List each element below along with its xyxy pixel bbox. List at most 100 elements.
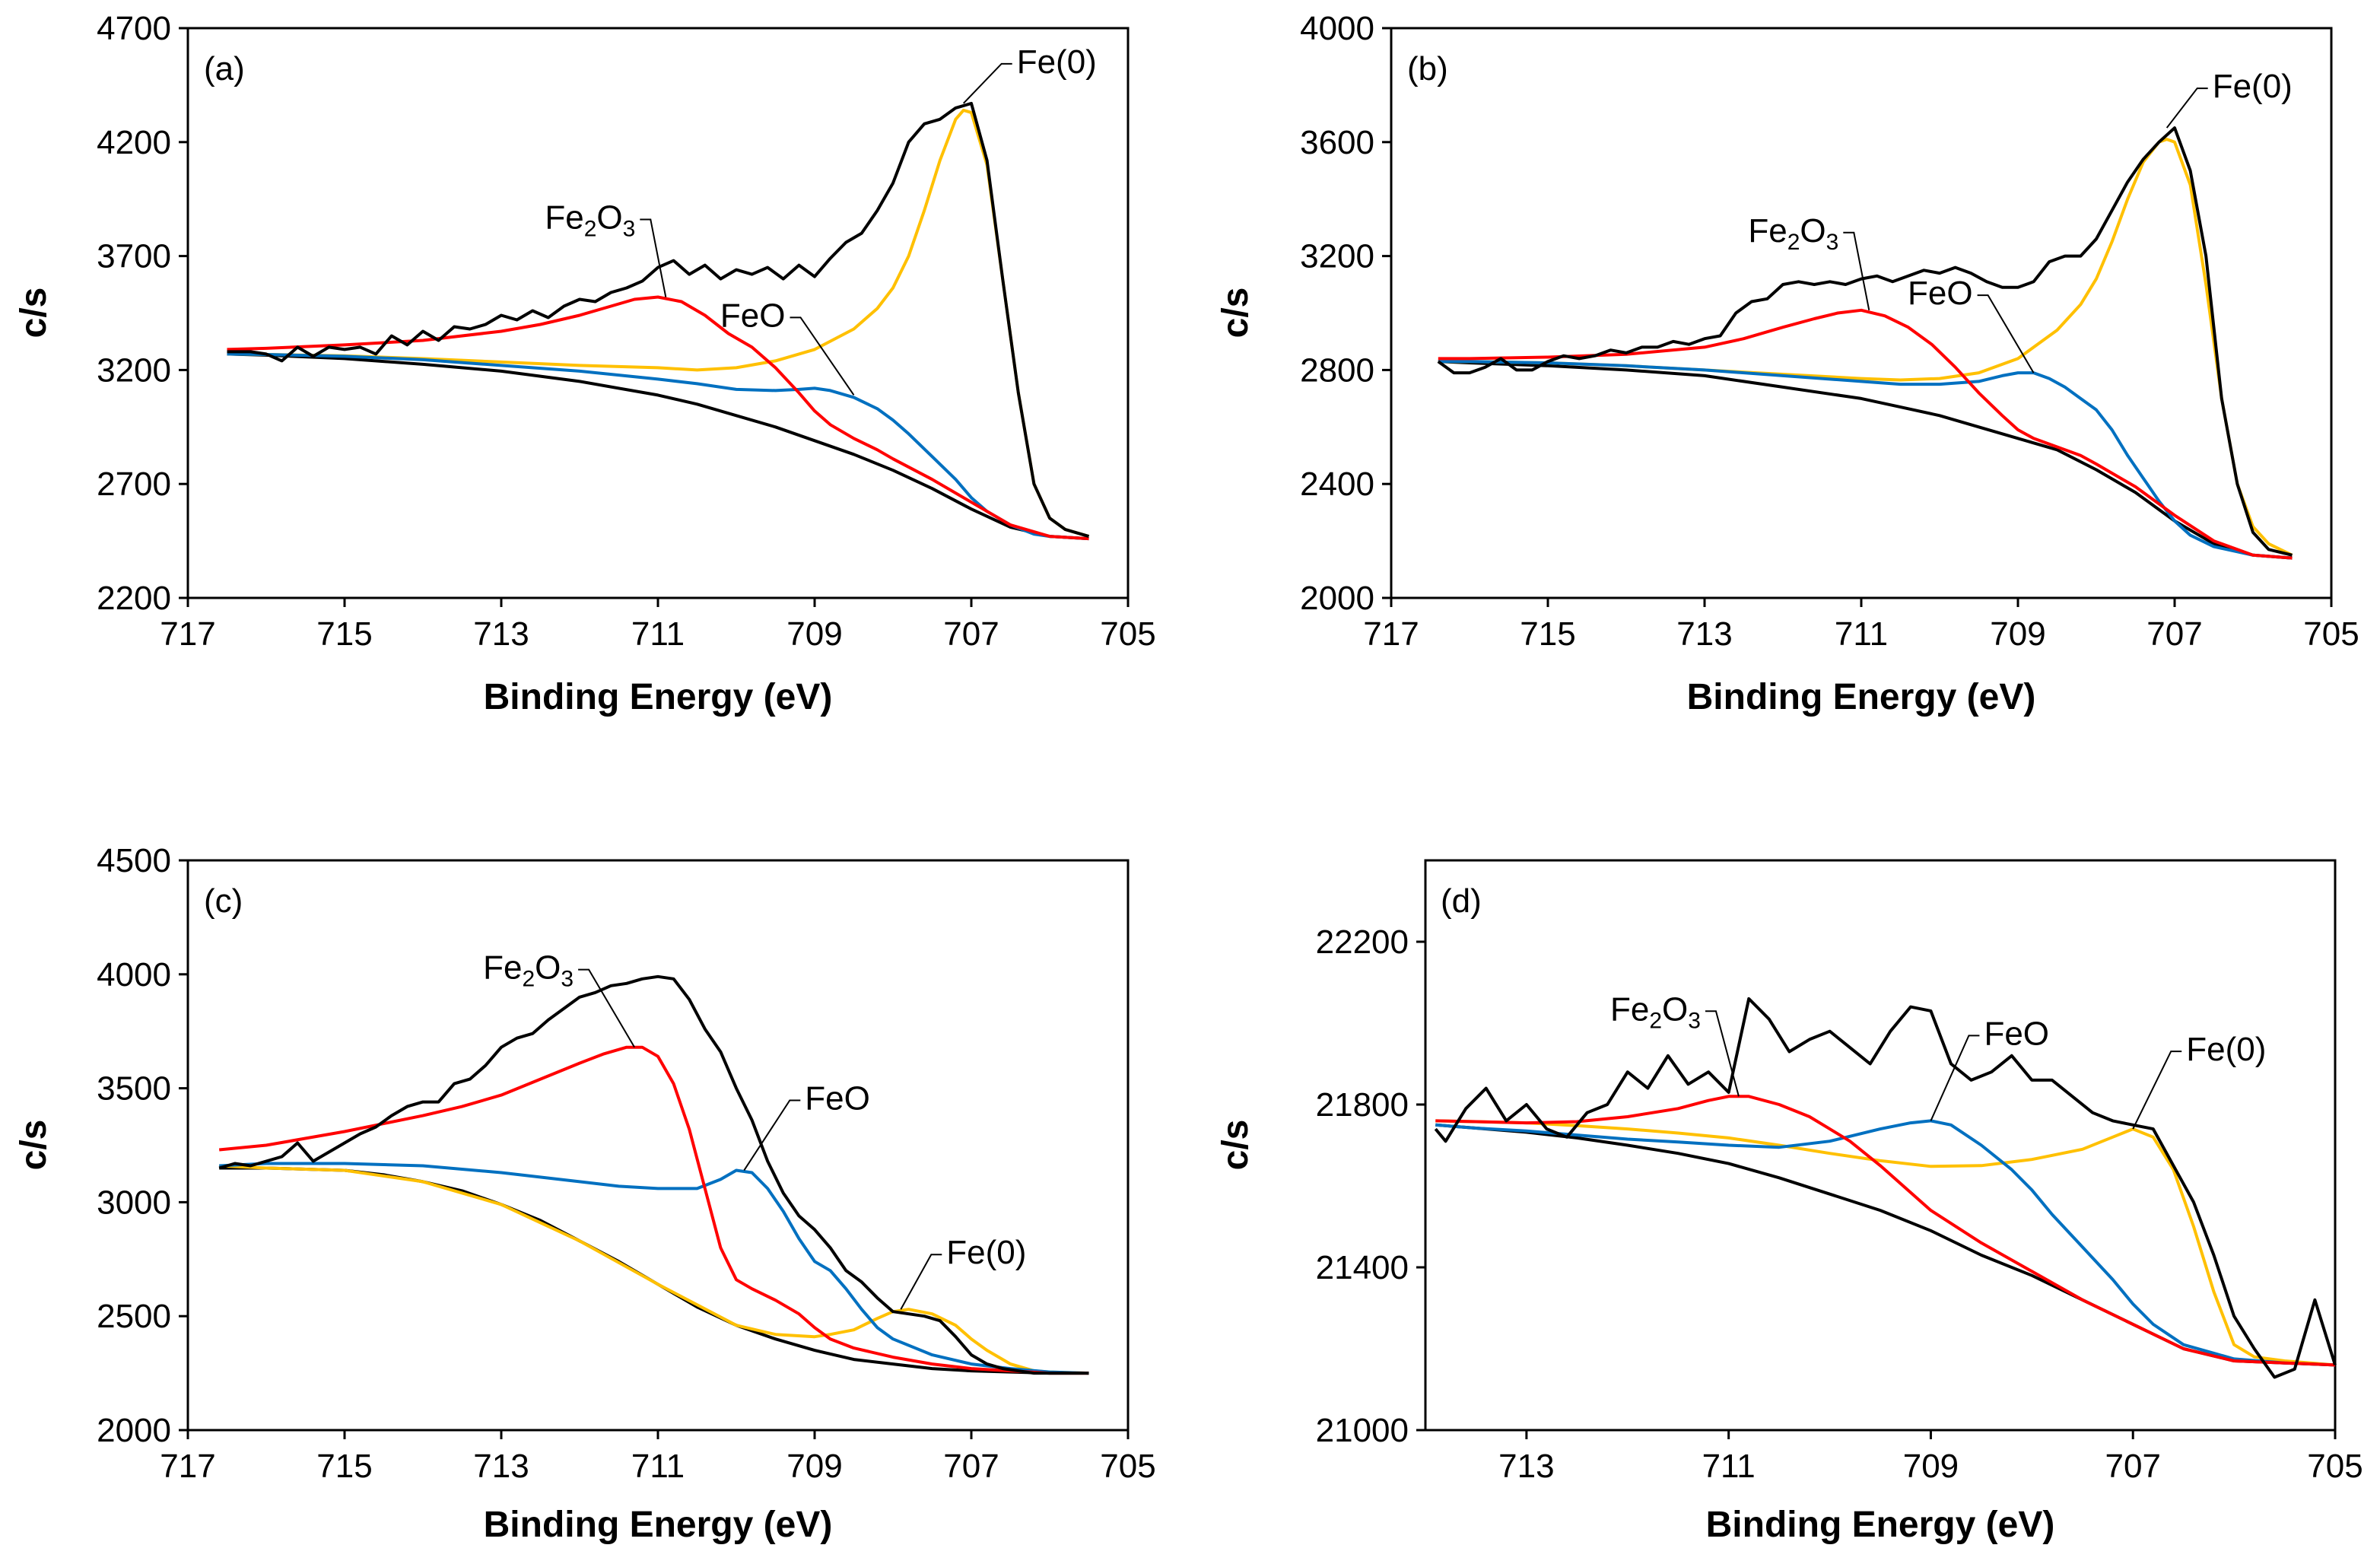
annotation-leader — [900, 1254, 942, 1310]
series-line-raw — [1434, 997, 2337, 1379]
y-tick-label: 21800 — [1316, 1086, 1409, 1124]
series-line-fe0 — [219, 1164, 1089, 1375]
y-tick-label: 22200 — [1316, 923, 1409, 961]
series-line-fe0 — [1438, 138, 2293, 557]
series-line-fe2o3 — [1435, 1095, 2336, 1367]
x-tick-label: 715 — [316, 615, 372, 653]
axis-layer: 713 711 709 707 705 21000 21400 21800 22200 — [1316, 923, 2363, 1485]
panel-d: Fe2O3 FeO Fe(0) 713 711 709 707 705 21000 21400 2… — [1215, 859, 2363, 1545]
series-line-feo — [227, 352, 1089, 541]
annotation-layer: Fe2O3 FeO Fe(0) — [545, 43, 1097, 396]
annotation-leader — [640, 218, 667, 297]
annotation-leader — [1705, 1010, 1740, 1097]
x-tick-label: 711 — [631, 1448, 685, 1485]
series-layer — [1434, 997, 2337, 1379]
annotation-label: Fe2O3 — [545, 199, 635, 242]
series-line-fe2o3 — [1438, 308, 2293, 560]
x-axis-title: Binding Energy (eV) — [1687, 677, 2036, 717]
x-tick-label: 717 — [160, 1448, 215, 1485]
series-layer — [227, 101, 1090, 541]
series-line-fe2o3 — [227, 295, 1089, 541]
annotation-label: Fe2O3 — [483, 949, 574, 992]
series-line-feo — [1435, 1119, 2336, 1367]
annotation-leader — [2132, 1051, 2182, 1130]
annotation-label: Fe2O3 — [1610, 990, 1701, 1033]
x-tick-label: 711 — [1702, 1448, 1756, 1485]
y-tick-label: 3200 — [97, 351, 171, 389]
series-line-background — [1438, 360, 2293, 560]
annotation-leader — [962, 62, 1012, 104]
annotation-leader — [790, 316, 855, 396]
annotation-label: Fe(0) — [2186, 1031, 2266, 1068]
series-line-feo — [1438, 360, 2293, 560]
x-tick-label: 705 — [1100, 1448, 1155, 1485]
series-line-raw — [227, 101, 1090, 539]
annotation-label: Fe(0) — [2213, 68, 2293, 105]
x-axis-title: Binding Energy (eV) — [484, 677, 833, 717]
annotation-label: Fe2O3 — [1748, 212, 1838, 255]
annotation-label: Fe(0) — [1017, 43, 1097, 81]
y-axis-title: c/s — [14, 288, 54, 339]
x-tick-label: 709 — [786, 615, 842, 653]
series-layer — [1437, 126, 2293, 560]
x-tick-label: 705 — [2303, 615, 2359, 653]
plot-frame — [1390, 27, 2333, 599]
y-tick-label: 2000 — [1300, 580, 1374, 617]
panel-label: (b) — [1407, 50, 1448, 87]
series-line-raw — [218, 974, 1089, 1375]
y-tick-label: 3600 — [1300, 124, 1374, 161]
x-tick-label: 711 — [631, 615, 685, 653]
x-tick-label: 711 — [1835, 615, 1888, 653]
y-tick-label: 3000 — [97, 1184, 171, 1221]
x-axis-title: Binding Energy (eV) — [1706, 1505, 2055, 1545]
y-axis-title: c/s — [14, 1120, 54, 1171]
y-tick-label: 2400 — [1300, 466, 1374, 503]
y-tick-label: 3700 — [97, 238, 171, 275]
y-tick-label: 2200 — [97, 580, 171, 617]
axis-layer: 717 715 713 711 709 707 705 2000 2400 2800 3200 360… — [1300, 10, 2359, 653]
y-tick-label: 2000 — [97, 1412, 171, 1449]
x-tick-label: 707 — [2146, 615, 2202, 653]
annotation-label: Fe(0) — [946, 1234, 1026, 1271]
x-tick-label: 709 — [1990, 615, 2045, 653]
panel-label: (a) — [204, 50, 245, 87]
x-tick-label: 705 — [2307, 1448, 2363, 1485]
y-tick-label: 2700 — [97, 466, 171, 503]
x-tick-label: 707 — [943, 1448, 999, 1485]
annotation-leader — [578, 968, 635, 1048]
annotation-leader — [1930, 1035, 1980, 1121]
plot-frame — [186, 859, 1130, 1432]
x-tick-label: 709 — [1903, 1448, 1959, 1485]
annotation-leader — [2166, 87, 2208, 129]
y-tick-label: 3500 — [97, 1070, 171, 1108]
y-tick-label: 2500 — [97, 1298, 171, 1335]
annotation-label: FeO — [720, 297, 786, 334]
series-line-raw — [1437, 126, 2293, 557]
panel-a: Fe2O3 FeO Fe(0) 717 715 713 711 709 707 705 2200 2… — [14, 10, 1156, 717]
series-layer — [218, 974, 1089, 1375]
panel-label: (d) — [1441, 882, 1482, 920]
y-tick-label: 2800 — [1300, 351, 1374, 389]
plot-frame — [1424, 859, 2337, 1432]
annotation-leader — [743, 1099, 801, 1171]
x-tick-label: 709 — [786, 1448, 842, 1485]
annotation-label: FeO — [1984, 1015, 2049, 1052]
panel-c: Fe2O3 FeO Fe(0) 717 715 713 711 709 707 705 2000 2… — [14, 842, 1156, 1545]
x-tick-label: 707 — [2105, 1448, 2161, 1485]
annotation-layer: Fe2O3 FeO Fe(0) — [483, 949, 1026, 1310]
x-tick-label: 717 — [1363, 615, 1419, 653]
y-tick-label: 4000 — [1300, 10, 1374, 47]
axis-layer: 717 715 713 711 709 707 705 2000 2500 3000 3500 400… — [97, 842, 1156, 1485]
x-tick-label: 713 — [473, 615, 529, 653]
series-line-fe0 — [1435, 1119, 2336, 1367]
y-tick-label: 21000 — [1316, 1412, 1409, 1449]
y-axis-title: c/s — [1215, 288, 1256, 339]
annotation-label: FeO — [805, 1079, 870, 1117]
series-line-background — [227, 352, 1089, 541]
x-tick-label: 705 — [1100, 615, 1155, 653]
series-line-fe0 — [227, 108, 1090, 539]
y-axis-title: c/s — [1215, 1120, 1256, 1171]
x-tick-label: 713 — [473, 1448, 529, 1485]
x-tick-label: 707 — [943, 615, 999, 653]
